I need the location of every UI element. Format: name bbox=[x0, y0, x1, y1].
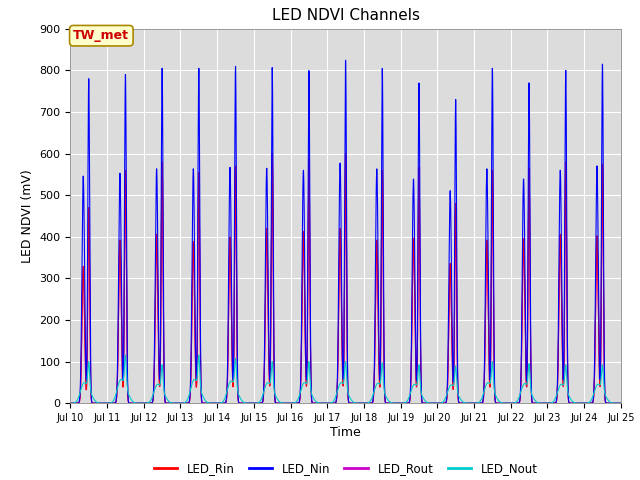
LED_Rout bbox=[273, 400, 280, 406]
LED_Nout bbox=[184, 395, 192, 401]
LED_Nin bbox=[179, 400, 186, 406]
LED_Nout bbox=[500, 400, 508, 406]
LED_Nin bbox=[422, 400, 429, 406]
LED_Nout bbox=[617, 400, 625, 406]
LED_Rin bbox=[500, 400, 508, 406]
LED_Rin bbox=[67, 400, 74, 406]
LED_Rin bbox=[615, 400, 623, 406]
LED_Nin bbox=[184, 400, 192, 406]
LED_Nin bbox=[273, 400, 280, 406]
Line: LED_Nin: LED_Nin bbox=[70, 60, 621, 403]
LED_Rin bbox=[273, 400, 280, 406]
LED_Nout bbox=[273, 395, 280, 400]
LED_Rin bbox=[184, 400, 192, 406]
Line: LED_Rout: LED_Rout bbox=[70, 156, 621, 403]
Y-axis label: LED NDVI (mV): LED NDVI (mV) bbox=[21, 169, 34, 263]
LED_Nin bbox=[500, 400, 508, 406]
Title: LED NDVI Channels: LED NDVI Channels bbox=[271, 9, 420, 24]
LED_Rout bbox=[615, 400, 623, 406]
LED_Rout bbox=[268, 153, 276, 158]
LED_Rout bbox=[422, 400, 429, 406]
Line: LED_Rin: LED_Rin bbox=[70, 154, 621, 403]
LED_Nout bbox=[615, 400, 623, 406]
LED_Rout bbox=[184, 400, 192, 406]
LED_Rin bbox=[617, 400, 625, 406]
Line: LED_Nout: LED_Nout bbox=[70, 355, 621, 403]
LED_Nout bbox=[422, 398, 429, 404]
Legend: LED_Rin, LED_Nin, LED_Rout, LED_Nout: LED_Rin, LED_Nin, LED_Rout, LED_Nout bbox=[149, 457, 542, 480]
LED_Rout bbox=[67, 400, 74, 406]
LED_Nout bbox=[122, 352, 129, 358]
LED_Nout bbox=[67, 400, 74, 406]
LED_Rout bbox=[179, 400, 186, 406]
LED_Nin bbox=[615, 400, 623, 406]
X-axis label: Time: Time bbox=[330, 426, 361, 439]
LED_Nin bbox=[67, 400, 74, 406]
LED_Nout bbox=[179, 400, 186, 406]
LED_Rout bbox=[500, 400, 508, 406]
LED_Nin bbox=[342, 58, 349, 63]
LED_Rout bbox=[617, 400, 625, 406]
LED_Rin bbox=[422, 400, 429, 406]
Text: TW_met: TW_met bbox=[74, 29, 129, 42]
LED_Rin bbox=[268, 151, 276, 156]
LED_Rin bbox=[179, 400, 186, 406]
LED_Nin bbox=[617, 400, 625, 406]
